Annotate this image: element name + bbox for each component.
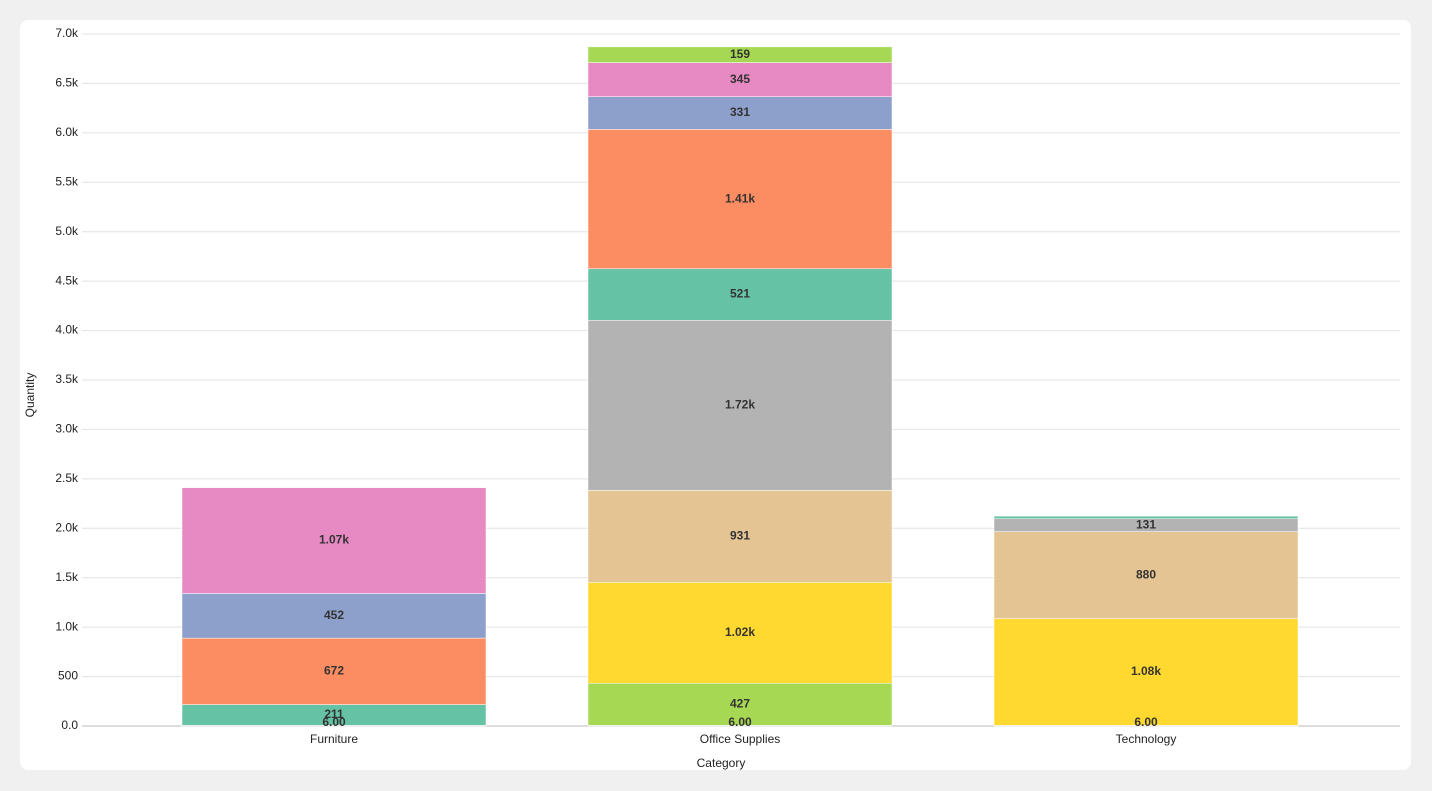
data-label: 452: [324, 608, 344, 622]
y-tick-label: 2.5k: [55, 471, 79, 485]
bar-segment: [587, 320, 893, 491]
bar-segment: [587, 268, 893, 321]
y-tick-label: 6.0k: [55, 125, 79, 139]
y-tick-label: 1.0k: [55, 619, 79, 633]
data-label: 131: [1136, 517, 1156, 531]
y-tick-label: 3.0k: [55, 422, 79, 436]
y-tick-label: 0.0: [61, 718, 78, 732]
data-label: 6.00: [728, 715, 752, 729]
bar-segment: [587, 582, 893, 684]
bar-segment: [993, 531, 1299, 619]
y-axis-label: Quantity: [23, 373, 37, 418]
y-tick-label: 1.5k: [55, 570, 79, 584]
data-label: 1.08k: [1131, 664, 1161, 678]
data-label: 1.72k: [725, 397, 755, 411]
x-tick-label: Technology: [1116, 732, 1177, 746]
bar-segment: [587, 490, 893, 583]
bar-segment: [993, 515, 1299, 519]
y-tick-label: 4.0k: [55, 323, 79, 337]
data-label: 521: [730, 287, 750, 301]
x-tick-label: Office Supplies: [700, 732, 781, 746]
y-tick-label: 2.0k: [55, 520, 79, 534]
data-label: 880: [1136, 567, 1156, 581]
data-label: 331: [730, 105, 750, 119]
x-axis-label: Category: [697, 756, 746, 770]
bar-segment: [587, 46, 893, 63]
y-tick-label: 500: [58, 669, 78, 683]
data-label: 345: [730, 72, 750, 86]
data-label: 931: [730, 529, 750, 543]
bar-segment: [587, 62, 893, 97]
x-tick-label: Furniture: [310, 732, 358, 746]
bar-segment: [993, 618, 1299, 726]
bar-segment: [587, 129, 893, 270]
y-tick-label: 4.5k: [55, 273, 79, 287]
data-label: 427: [730, 696, 750, 710]
data-label: 1.41k: [725, 191, 755, 205]
bar-segment: [587, 96, 893, 130]
y-tick-label: 6.5k: [55, 76, 79, 90]
y-tick-label: 7.0k: [55, 26, 79, 40]
data-label: 159: [730, 47, 750, 61]
bar-segment: [181, 637, 487, 705]
y-tick-label: 5.5k: [55, 174, 79, 188]
y-tick-label: 3.5k: [55, 372, 79, 386]
bar-segment: [181, 487, 487, 594]
data-label: 1.02k: [725, 625, 755, 639]
data-label: 1.07k: [319, 533, 349, 547]
y-tick-label: 5.0k: [55, 224, 79, 238]
bar-segment: [587, 682, 893, 726]
data-label: 211: [324, 707, 344, 721]
data-label: 6.00: [1134, 715, 1158, 729]
bar-segment: [181, 593, 487, 639]
data-label: 6.00: [322, 715, 346, 729]
data-label: 672: [324, 664, 344, 678]
